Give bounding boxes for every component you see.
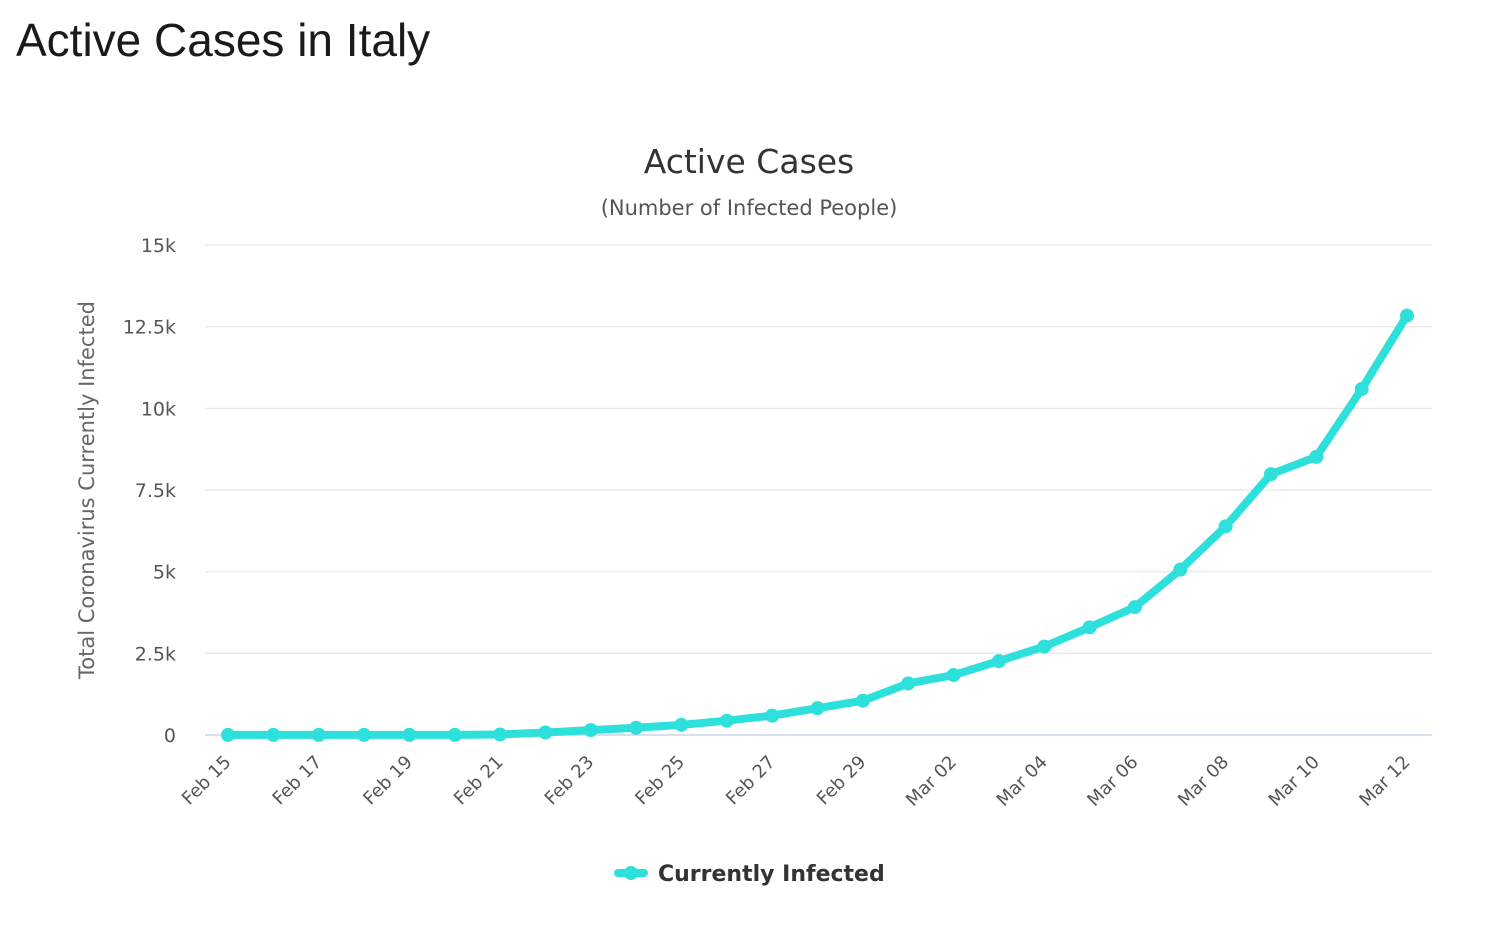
x-tick-label: Feb 17 (269, 752, 327, 810)
data-point[interactable] (765, 708, 780, 723)
y-tick-label: 10k (141, 398, 176, 420)
data-point[interactable] (1037, 639, 1052, 654)
data-point[interactable] (810, 701, 825, 716)
x-tick-label: Feb 23 (541, 752, 599, 810)
data-point[interactable] (1127, 600, 1142, 615)
chart-subtitle: (Number of Infected People) (601, 196, 898, 220)
data-point[interactable] (855, 693, 870, 708)
x-tick-label: Mar 02 (902, 752, 961, 811)
data-point[interactable] (402, 727, 417, 742)
data-point[interactable] (266, 727, 281, 742)
x-tick-label: Mar 10 (1265, 752, 1324, 811)
grid-lines (205, 244, 1432, 736)
y-tick-label: 15k (141, 235, 176, 257)
legend[interactable]: Currently Infected (614, 862, 885, 887)
data-point[interactable] (583, 723, 598, 738)
y-tick-label: 12.5k (123, 317, 176, 339)
legend-symbol-marker (624, 866, 638, 880)
x-tick-label: Feb 19 (359, 752, 417, 810)
data-point[interactable] (1309, 449, 1324, 464)
x-tick-label: Feb 21 (450, 752, 508, 810)
data-point[interactable] (1263, 467, 1278, 482)
y-tick-label: 0 (164, 725, 176, 747)
x-tick-label: Mar 08 (1174, 752, 1233, 811)
x-tick-label: Mar 04 (993, 752, 1052, 811)
y-axis-ticks: 0 2.5k 5k 7.5k 10k 12.5k 15k (123, 235, 176, 747)
data-point[interactable] (629, 720, 644, 735)
x-tick-label: Feb 25 (631, 752, 689, 810)
x-tick-label: Feb 27 (722, 752, 780, 810)
x-tick-label: Feb 29 (813, 752, 871, 810)
x-tick-label: Mar 06 (1083, 752, 1142, 811)
x-tick-label: Feb 15 (178, 752, 236, 810)
data-point[interactable] (1218, 519, 1233, 534)
data-point[interactable] (901, 676, 916, 691)
data-point[interactable] (991, 654, 1006, 669)
data-point[interactable] (1082, 620, 1097, 635)
x-tick-label: Mar 12 (1355, 752, 1414, 811)
legend-label-currently-infected: Currently Infected (658, 862, 885, 887)
page-heading: Active Cases in Italy (16, 14, 431, 66)
y-tick-label: 2.5k (135, 643, 176, 665)
y-axis-title: Total Coronavirus Currently Infected (75, 301, 99, 680)
data-point[interactable] (538, 725, 553, 740)
y-tick-label: 7.5k (135, 480, 176, 502)
data-point[interactable] (946, 668, 961, 683)
data-point[interactable] (1173, 562, 1188, 577)
data-point[interactable] (1354, 382, 1369, 397)
data-point[interactable] (674, 717, 689, 732)
data-point[interactable] (357, 727, 372, 742)
data-point[interactable] (447, 727, 462, 742)
x-axis-ticks: Feb 15 Feb 17 Feb 19 Feb 21 Feb 23 Feb 25 Feb … (178, 752, 1415, 811)
chart-title: Active Cases (644, 142, 855, 181)
data-point[interactable] (221, 727, 235, 742)
series-currently-infected[interactable] (221, 308, 1414, 742)
data-point[interactable] (311, 727, 326, 742)
data-point[interactable] (719, 713, 734, 728)
data-point[interactable] (1400, 308, 1414, 323)
data-point[interactable] (493, 727, 508, 742)
y-tick-label: 5k (153, 562, 176, 584)
